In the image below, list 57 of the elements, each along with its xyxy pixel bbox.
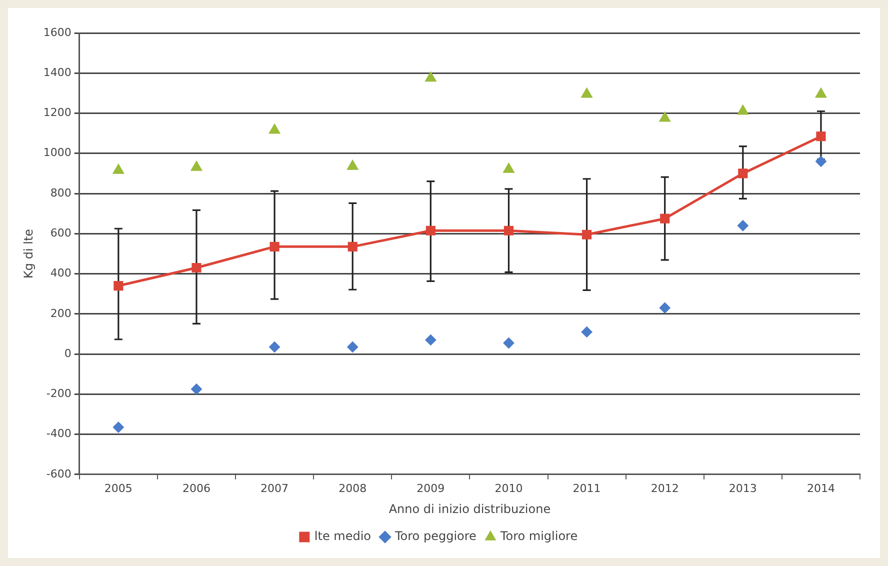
point bbox=[582, 230, 592, 240]
point bbox=[737, 104, 749, 115]
x-tick-label: 2011 bbox=[572, 482, 601, 495]
point bbox=[425, 334, 436, 346]
point bbox=[426, 226, 436, 236]
point bbox=[660, 214, 670, 224]
point bbox=[348, 242, 358, 252]
y-tick-label: 1000 bbox=[43, 146, 72, 160]
y-tick-label: -200 bbox=[46, 387, 72, 400]
point bbox=[503, 162, 514, 173]
point bbox=[737, 220, 748, 232]
point bbox=[503, 337, 514, 348]
y-tick-label: 0 bbox=[64, 346, 72, 360]
point bbox=[659, 112, 671, 122]
point bbox=[114, 281, 124, 291]
point bbox=[347, 341, 358, 352]
x-tick-label: 2007 bbox=[260, 482, 289, 495]
y-tick-label: 800 bbox=[50, 186, 72, 200]
x-tick-label: 2012 bbox=[650, 482, 679, 495]
x-tick-label: 2008 bbox=[338, 482, 367, 495]
y-tick-label: 1400 bbox=[43, 66, 72, 79]
point bbox=[269, 341, 280, 352]
point bbox=[581, 88, 592, 98]
point bbox=[504, 226, 514, 236]
x-tick-label: 2005 bbox=[104, 482, 132, 495]
point bbox=[270, 242, 280, 252]
point bbox=[738, 168, 748, 178]
y-tick-label: 400 bbox=[50, 266, 72, 280]
point bbox=[112, 164, 124, 174]
x-tick-label: 2009 bbox=[416, 482, 445, 495]
point bbox=[816, 132, 826, 142]
point bbox=[112, 422, 124, 433]
point bbox=[346, 160, 358, 170]
point bbox=[424, 72, 436, 82]
y-tick-label: -400 bbox=[46, 427, 72, 440]
point bbox=[659, 302, 670, 314]
y-tick-label: 600 bbox=[50, 226, 72, 240]
legend-label: lte medio bbox=[314, 529, 372, 544]
point bbox=[815, 156, 826, 167]
x-tick-label: 2014 bbox=[806, 482, 835, 495]
point bbox=[190, 160, 202, 171]
x-tick-label: 2010 bbox=[494, 482, 523, 495]
y-tick-label: 1600 bbox=[43, 26, 72, 39]
y-axis-title: Kg di lte bbox=[21, 228, 36, 278]
x-axis-title: Anno di inizio distribuzione bbox=[388, 502, 551, 516]
legend-label: Toro migliore bbox=[499, 529, 578, 544]
y-tick-label: 1200 bbox=[43, 106, 72, 120]
y-tick-label: 200 bbox=[50, 306, 72, 320]
x-tick-label: 2013 bbox=[728, 482, 757, 495]
point bbox=[815, 88, 827, 98]
point bbox=[192, 262, 202, 273]
x-tick-label: 2006 bbox=[182, 482, 210, 495]
y-tick-label: -600 bbox=[46, 467, 72, 480]
point bbox=[268, 124, 280, 134]
legend-label: Toro peggiore bbox=[394, 529, 476, 544]
point bbox=[190, 384, 202, 395]
point bbox=[581, 326, 592, 338]
